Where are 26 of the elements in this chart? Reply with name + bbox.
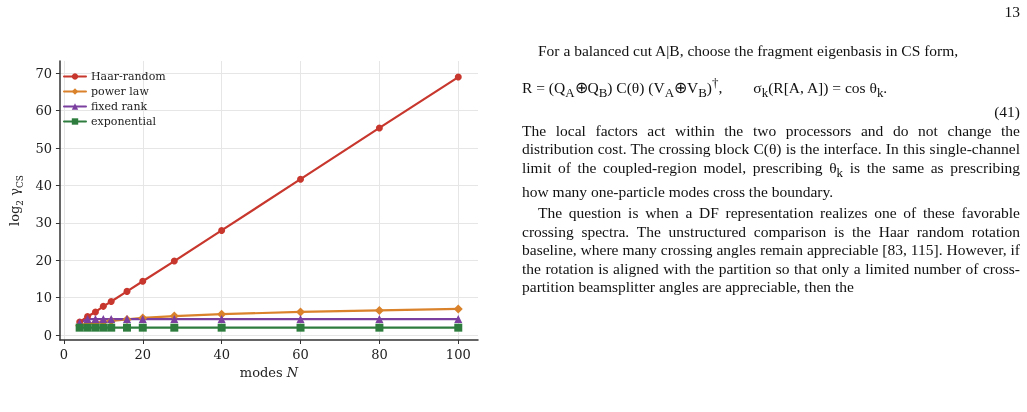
text: The local factors act within the two processors and do not change the distribution cost. The crossing block C(θ) is the interface. In this single-channel limit of the coupled-region model, prescribing θ$_{k}$ is the same as prescribing how many one-particle modes cross the boundary.: [522, 121, 1020, 202]
y-tick-label: 30: [35, 215, 52, 231]
legend-label: power law: [91, 85, 150, 98]
text: R = (Q$_{A}$⊕Q$_{B}$) C(θ) (V$_{A}$⊕V$_{B}$)$^{†}$, σ$_{k}$(R[A, A]) = cos θ$_{k}$.: [522, 75, 888, 101]
text: For a balanced cut A|B, choose the fragment eigenbasis in CS form,: [537, 41, 960, 61]
legend-label: fixed rank: [91, 100, 148, 113]
y-tick-label: 10: [35, 290, 52, 306]
x-tick-label: 40: [213, 347, 230, 362]
text: (41): [993, 103, 1020, 122]
text: 13: [1003, 3, 1020, 22]
x-axis-title: modes N: [239, 364, 299, 380]
x-tick-label: 100: [445, 347, 471, 362]
x-tick-label: 20: [134, 347, 152, 362]
legend-label: exponential: [91, 115, 157, 128]
legend-label: Haar-random: [91, 70, 167, 83]
y-tick-label: 40: [35, 178, 52, 194]
x-tick-label: 60: [292, 347, 309, 362]
y-tick-label: 50: [35, 140, 52, 156]
y-tick-label: 0: [43, 327, 52, 343]
x-tick-label: 0: [59, 347, 69, 362]
y-tick-label: 20: [35, 252, 52, 268]
text: The question is when a DF representation realizes one of these favorable crossing spectra. The unstructured comparison is the Haar random rotation baseline, where many crossing angles remain appreciable [83, 115]. However, if the rotation is aligned with the partition so that only a limited number of cross-partition beamsplitter angles are appreciable, then the: [522, 204, 1020, 298]
y-axis-title: log2 γCS: [7, 175, 25, 226]
x-tick-label: 80: [371, 347, 388, 362]
y-tick-label: 60: [35, 103, 52, 119]
y-tick-label: 70: [35, 65, 52, 81]
